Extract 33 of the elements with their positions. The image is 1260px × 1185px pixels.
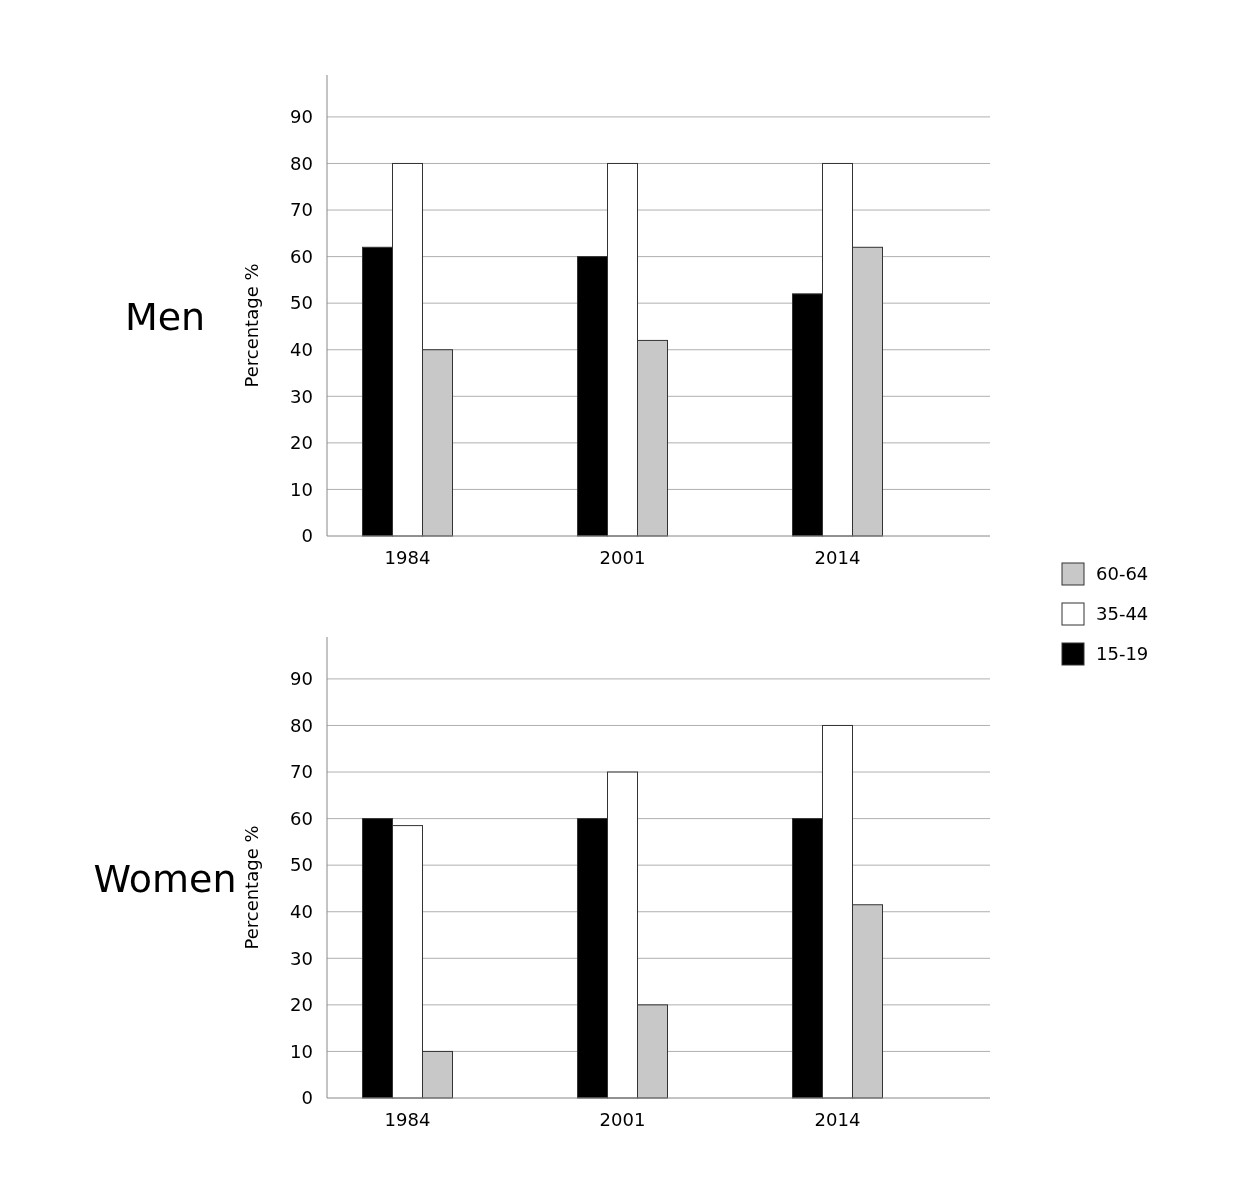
y-tick-label: 30 [290,947,313,969]
y-tick-label: 90 [290,106,313,128]
text: Men [124,294,206,339]
y-tick-label: 60 [290,245,313,267]
x-tick-label: 2014 [814,547,861,568]
y-tick-label: 70 [290,761,313,783]
y-tick-label: 0 [301,1087,313,1109]
y-tick-label: 10 [290,478,313,500]
y-tick-label: 80 [290,152,313,174]
text: Women [93,856,237,901]
y-axis-title: Percentage % [241,825,262,950]
y-tick-label: 20 [290,432,313,454]
y-tick-label: 70 [290,199,313,221]
y-tick-label: 20 [290,994,313,1016]
y-tick-label: 50 [290,292,313,314]
y-tick-label: 40 [290,339,313,361]
y-axis-title: Percentage % [241,263,262,388]
legend-label: 60-64 [1096,563,1149,585]
x-tick-label: 1984 [384,1109,431,1130]
y-tick-label: 10 [290,1040,313,1062]
y-tick-label: 90 [290,668,313,690]
x-tick-label: 1984 [384,547,431,568]
legend-label: 35-44 [1096,603,1149,625]
x-tick-label: 2001 [599,1109,646,1130]
y-tick-label: 60 [290,807,313,829]
y-tick-label: 80 [290,714,313,736]
x-tick-label: 2001 [599,547,646,568]
y-tick-label: 40 [290,901,313,923]
legend-label: 15-19 [1096,643,1149,665]
y-tick-label: 50 [290,854,313,876]
y-tick-label: 0 [301,525,313,547]
y-tick-label: 30 [290,385,313,407]
x-tick-label: 2014 [814,1109,861,1130]
